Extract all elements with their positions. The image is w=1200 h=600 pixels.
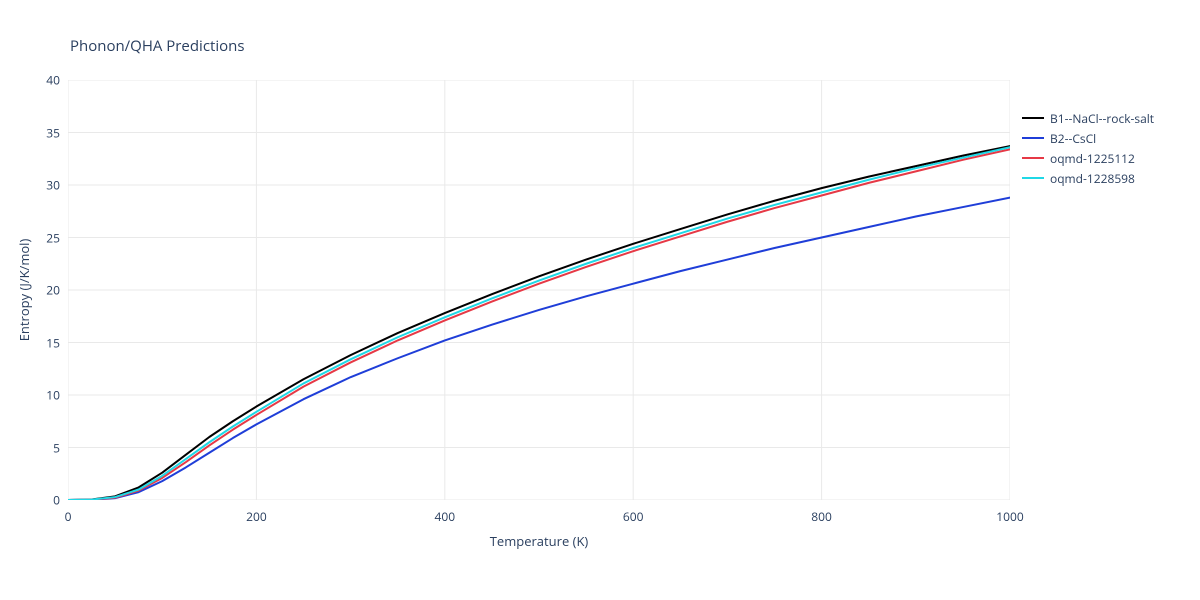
y-axis-title: Entropy (J/K/mol) bbox=[15, 239, 33, 342]
x-tick-label: 1000 bbox=[996, 508, 1023, 525]
legend-item[interactable]: B1--NaCl--rock-salt bbox=[1022, 108, 1154, 128]
x-tick-label: 200 bbox=[246, 508, 267, 525]
x-tick-label: 0 bbox=[65, 508, 72, 525]
y-tick-label: 25 bbox=[46, 229, 60, 246]
y-tick-label: 10 bbox=[46, 387, 60, 404]
y-tick-label: 20 bbox=[46, 282, 60, 299]
chart-title: Phonon/QHA Predictions bbox=[70, 36, 245, 56]
y-tick-label: 5 bbox=[53, 439, 60, 456]
y-tick-label: 15 bbox=[46, 334, 60, 351]
legend-item[interactable]: B2--CsCl bbox=[1022, 128, 1154, 148]
y-tick-label: 35 bbox=[46, 124, 60, 141]
legend-swatch bbox=[1022, 137, 1044, 139]
y-tick-label: 40 bbox=[46, 72, 60, 89]
chart-container: { "chart": { "type": "line", "title": "P… bbox=[0, 0, 1200, 600]
legend-item[interactable]: oqmd-1228598 bbox=[1022, 168, 1154, 188]
y-tick-label: 0 bbox=[53, 492, 60, 509]
x-tick-label: 800 bbox=[811, 508, 832, 525]
y-tick-label: 30 bbox=[46, 177, 60, 194]
plot-area bbox=[68, 80, 1010, 500]
legend-label: oqmd-1228598 bbox=[1050, 170, 1135, 187]
x-tick-label: 600 bbox=[623, 508, 644, 525]
legend-label: B1--NaCl--rock-salt bbox=[1050, 110, 1154, 127]
legend-item[interactable]: oqmd-1225112 bbox=[1022, 148, 1154, 168]
line-series[interactable] bbox=[68, 146, 1010, 500]
line-series[interactable] bbox=[68, 198, 1010, 500]
legend: B1--NaCl--rock-salt B2--CsCl oqmd-1225112 o… bbox=[1022, 108, 1154, 188]
legend-swatch bbox=[1022, 157, 1044, 159]
legend-swatch bbox=[1022, 117, 1044, 119]
legend-label: B2--CsCl bbox=[1050, 130, 1096, 147]
x-tick-label: 400 bbox=[435, 508, 456, 525]
legend-label: oqmd-1225112 bbox=[1050, 150, 1135, 167]
legend-swatch bbox=[1022, 177, 1044, 179]
x-axis-title: Temperature (K) bbox=[490, 532, 589, 550]
